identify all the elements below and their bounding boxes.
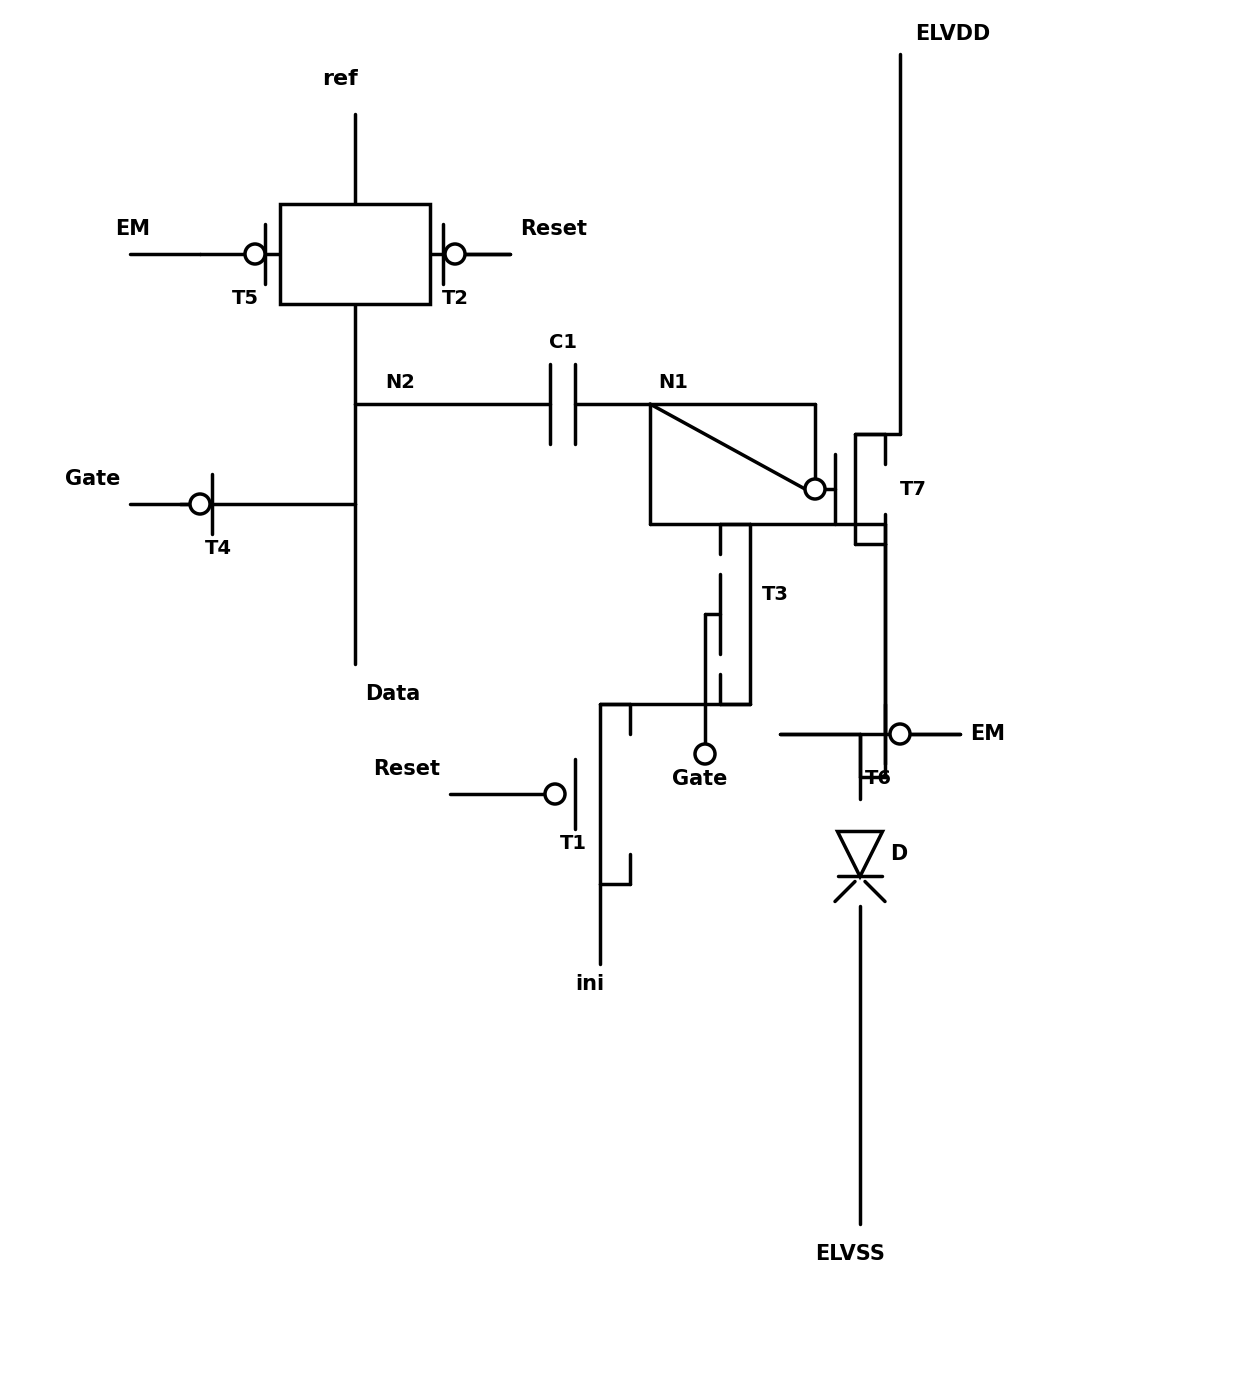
Text: ELVDD: ELVDD (915, 24, 991, 44)
Text: D: D (890, 844, 908, 864)
Text: C1: C1 (548, 334, 577, 352)
Text: N2: N2 (384, 374, 415, 392)
Text: T6: T6 (866, 770, 892, 787)
Text: Gate: Gate (672, 770, 728, 789)
Text: T7: T7 (900, 479, 926, 498)
Text: ref: ref (322, 69, 358, 89)
Text: EM: EM (970, 724, 1004, 745)
Circle shape (546, 783, 565, 804)
Text: Data: Data (365, 684, 420, 704)
Circle shape (246, 244, 265, 264)
Text: T4: T4 (205, 538, 232, 558)
Circle shape (890, 724, 910, 745)
Circle shape (190, 494, 210, 513)
Text: Reset: Reset (373, 758, 440, 779)
Text: N1: N1 (658, 374, 688, 392)
Text: T1: T1 (560, 835, 587, 853)
Circle shape (805, 479, 825, 500)
Text: ini: ini (575, 974, 605, 994)
Circle shape (694, 745, 715, 764)
Circle shape (445, 244, 465, 264)
Text: Gate: Gate (64, 469, 120, 489)
Text: EM: EM (115, 219, 150, 239)
Text: T3: T3 (763, 584, 789, 603)
Text: T5: T5 (232, 289, 258, 309)
Text: T2: T2 (441, 289, 469, 309)
Bar (280, 203, 430, 304)
Text: Reset: Reset (520, 219, 587, 239)
Text: ELVSS: ELVSS (815, 1244, 885, 1264)
